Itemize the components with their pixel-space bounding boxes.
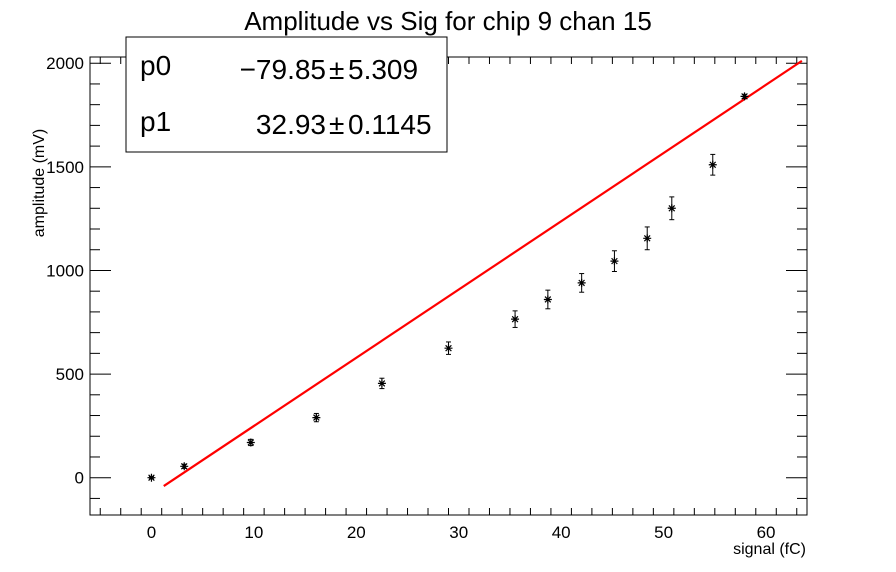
star-marker	[667, 204, 676, 213]
star-marker	[643, 234, 652, 243]
data-point	[180, 462, 189, 471]
x-tick-label: 0	[147, 523, 156, 542]
star-marker	[543, 295, 552, 304]
x-tick-label: 40	[552, 523, 571, 542]
y-axis-label: amplitude (mV)	[31, 129, 48, 237]
data-point	[577, 273, 586, 293]
data-point	[667, 196, 676, 221]
x-tick-label: 30	[449, 523, 468, 542]
star-marker	[377, 379, 386, 388]
star-marker	[610, 257, 619, 266]
star-marker	[740, 92, 749, 101]
data-point	[543, 289, 552, 310]
star-marker	[147, 473, 156, 482]
y-axis-ticks	[90, 62, 807, 499]
stats-p1-name: p1	[140, 106, 171, 137]
star-marker	[444, 344, 453, 353]
y-tick-label: 0	[75, 469, 84, 488]
data-point	[246, 438, 255, 447]
stats-p1-error: 0.1145	[348, 109, 432, 140]
y-tick-label: 500	[56, 365, 84, 384]
star-marker	[312, 413, 321, 422]
fit-line	[163, 59, 803, 487]
star-marker	[577, 278, 586, 287]
data-point	[312, 412, 321, 423]
y-tick-label: 1000	[46, 261, 84, 280]
y-tick-label: 2000	[46, 54, 84, 73]
data-points	[147, 92, 749, 482]
x-tick-label: 20	[347, 523, 366, 542]
data-point	[377, 377, 386, 390]
stats-p0-pm: ±	[329, 54, 344, 85]
x-axis-tick-labels: 0 10 20 30 40 50 60	[147, 523, 776, 542]
data-point	[444, 341, 453, 355]
star-marker	[511, 315, 520, 324]
x-tick-label: 10	[244, 523, 263, 542]
stats-p1-pm: ±	[329, 109, 344, 140]
x-tick-label: 60	[757, 523, 776, 542]
y-axis-tick-labels: 0 500 1000 1500 2000	[46, 54, 84, 487]
stats-p1-value: 32.93	[256, 109, 326, 140]
chart-title: Amplitude vs Sig for chip 9 chan 15	[244, 6, 652, 36]
stats-p0-error: 5.309	[348, 54, 418, 85]
data-point	[643, 226, 652, 251]
stats-box: p0 −79.85 ± 5.309 p1 32.93 ± 0.1145	[125, 36, 448, 153]
data-point	[610, 250, 619, 272]
star-marker	[246, 438, 255, 447]
star-marker	[708, 160, 717, 169]
stats-p0-value: −79.85	[240, 54, 326, 85]
x-tick-label: 50	[654, 523, 673, 542]
data-point	[740, 92, 749, 101]
stats-p0-name: p0	[140, 50, 171, 81]
data-point	[708, 153, 717, 176]
y-tick-label: 1500	[46, 158, 84, 177]
star-marker	[180, 462, 189, 471]
data-point	[147, 473, 156, 482]
data-point	[511, 310, 520, 328]
x-axis-label: signal (fC)	[733, 541, 806, 558]
